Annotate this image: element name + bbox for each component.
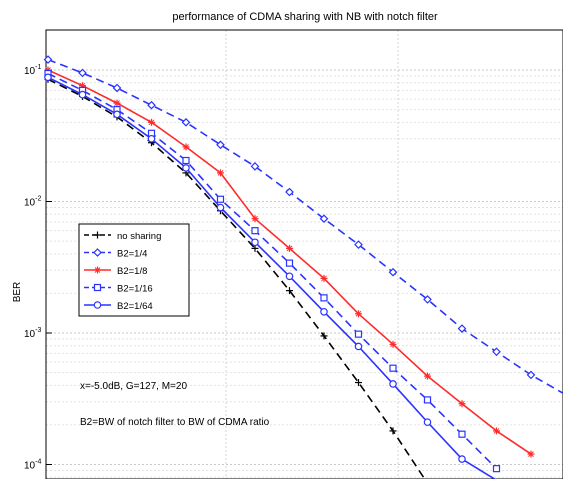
series-group bbox=[44, 66, 535, 458]
circle-marker bbox=[251, 238, 259, 247]
circle-marker bbox=[423, 418, 432, 426]
square-marker bbox=[93, 283, 102, 292]
y-tick-label: 10-3 bbox=[24, 327, 41, 340]
diamond-marker bbox=[319, 214, 329, 224]
diamond-marker bbox=[423, 295, 432, 304]
circle-marker bbox=[113, 110, 121, 119]
circle-marker bbox=[354, 342, 363, 351]
asterisk-marker bbox=[493, 428, 500, 434]
circle-marker bbox=[216, 203, 225, 212]
diamond-marker bbox=[526, 370, 536, 380]
grid bbox=[46, 30, 563, 479]
diamond-marker bbox=[43, 55, 53, 64]
circle-marker bbox=[147, 134, 156, 143]
asterisk-marker bbox=[321, 275, 327, 282]
asterisk-marker bbox=[148, 119, 155, 126]
asterisk-marker bbox=[183, 144, 189, 150]
y-tick-label: 10-1 bbox=[24, 64, 41, 77]
legend-label: B2=1/4 bbox=[117, 249, 147, 260]
parameter-annotation: x=-5.0dB, G=127, M=20 bbox=[80, 381, 187, 392]
circle-marker bbox=[320, 307, 328, 316]
series-line bbox=[47, 58, 563, 395]
asterisk-marker bbox=[252, 215, 258, 222]
square-marker bbox=[492, 465, 501, 473]
diamond-marker bbox=[216, 140, 225, 150]
circle-marker bbox=[93, 301, 102, 309]
series-group bbox=[43, 55, 563, 395]
diamond-marker bbox=[457, 324, 467, 333]
asterisk-marker bbox=[459, 400, 465, 407]
square-marker bbox=[354, 330, 363, 338]
square-marker bbox=[389, 364, 397, 372]
y-tick-label: 10-2 bbox=[24, 196, 41, 209]
legend-label: B2=1/64 bbox=[117, 301, 153, 312]
diamond-marker bbox=[147, 100, 156, 110]
diamond-marker bbox=[112, 83, 122, 93]
y-axis-label: BER bbox=[12, 282, 23, 303]
circle-marker bbox=[389, 380, 397, 388]
series-line bbox=[47, 76, 497, 479]
y-ticks: 10-1 10-2 10-3 10-4 bbox=[24, 64, 52, 472]
square-marker bbox=[423, 396, 432, 404]
legend-label: B2=1/16 bbox=[117, 284, 153, 295]
square-marker bbox=[285, 259, 294, 267]
circle-marker bbox=[285, 272, 294, 281]
diamond-marker bbox=[78, 68, 87, 78]
square-marker bbox=[182, 156, 190, 165]
diamond-marker bbox=[388, 267, 398, 277]
series-line bbox=[47, 72, 498, 470]
asterisk-marker bbox=[217, 170, 224, 176]
square-marker bbox=[216, 195, 225, 203]
circle-marker bbox=[182, 164, 190, 172]
legend-label: no sharing bbox=[117, 231, 161, 242]
asterisk-marker bbox=[114, 100, 120, 106]
asterisk-marker bbox=[355, 310, 362, 317]
legend: no sharing B2=1/4 B2=1/8 B2=1/16 B2=1/64 bbox=[78, 223, 190, 317]
asterisk-marker bbox=[424, 373, 431, 379]
asterisk-marker bbox=[390, 341, 396, 348]
square-marker bbox=[320, 294, 328, 302]
circle-marker bbox=[458, 455, 466, 463]
square-marker bbox=[458, 430, 466, 438]
legend-box bbox=[78, 223, 190, 317]
diamond-marker bbox=[354, 240, 363, 249]
series-line bbox=[47, 78, 426, 479]
plot-frame bbox=[45, 29, 563, 479]
diamond-marker bbox=[285, 187, 294, 197]
circle-marker bbox=[44, 73, 52, 82]
asterisk-marker bbox=[528, 451, 534, 457]
square-marker bbox=[251, 227, 259, 235]
circle-marker bbox=[78, 90, 87, 99]
asterisk-marker bbox=[94, 267, 101, 273]
y-tick-label: 10-4 bbox=[24, 459, 41, 472]
diamond-marker bbox=[492, 347, 501, 357]
legend-label: B2=1/8 bbox=[117, 266, 147, 277]
asterisk-marker bbox=[286, 245, 293, 252]
series bbox=[43, 55, 563, 479]
diamond-marker bbox=[93, 248, 102, 257]
series-group bbox=[44, 73, 497, 479]
ratio-annotation: B2=BW of notch filter to BW of CDMA rati… bbox=[80, 417, 270, 428]
diamond-marker bbox=[250, 162, 260, 171]
diamond-marker bbox=[181, 117, 191, 127]
chart-title: performance of CDMA sharing with NB with… bbox=[172, 11, 438, 23]
series-group bbox=[44, 69, 501, 473]
